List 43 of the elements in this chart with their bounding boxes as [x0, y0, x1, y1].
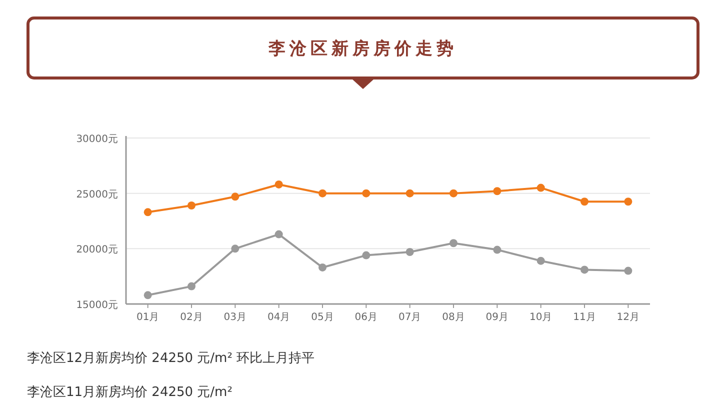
text: 李沧区12月新房均价 24250 元/m² 环比上月持平 [27, 350, 315, 366]
y-tick-label: 20000元 [76, 244, 118, 256]
point [536, 184, 545, 192]
text: 李沧区11月新房均价 24250 元/m² [27, 384, 232, 400]
y-tick-label: 15000元 [76, 300, 118, 311]
point [450, 189, 458, 198]
x-tick-label: 04月 [267, 312, 290, 323]
x-tick-label: 12月 [616, 312, 640, 323]
point [406, 248, 414, 256]
x-tick-label: 01月 [136, 312, 160, 323]
point [274, 180, 283, 188]
x-tick-label: 08月 [442, 312, 465, 323]
chart-title: 李沧区新房房价走势 [268, 39, 458, 59]
point [318, 263, 326, 272]
point [231, 192, 240, 201]
point [318, 189, 326, 198]
y-tick-label: 30000元 [76, 134, 118, 145]
point [493, 187, 502, 196]
x-tick-label: 11月 [573, 312, 596, 323]
point [493, 246, 502, 254]
point [624, 266, 632, 275]
point [362, 251, 370, 260]
x-tick-label: 09月 [486, 312, 509, 323]
x-tick-label: 05月 [311, 312, 334, 323]
x-tick-label: 06月 [354, 312, 378, 323]
point [450, 239, 458, 248]
point [274, 230, 283, 238]
point [406, 189, 414, 198]
y-tick-label: 25000元 [76, 189, 118, 200]
point [580, 266, 588, 274]
x-tick-label: 07月 [398, 312, 422, 323]
point [536, 256, 545, 265]
point [144, 291, 152, 300]
point [580, 198, 588, 206]
x-tick-label: 03月 [224, 312, 247, 323]
point [188, 282, 196, 290]
x-tick-label: 10月 [529, 312, 552, 323]
point [188, 202, 196, 210]
point [624, 198, 632, 206]
point [231, 244, 240, 253]
point [144, 208, 152, 216]
point [362, 189, 370, 198]
x-tick-label: 02月 [180, 312, 203, 323]
